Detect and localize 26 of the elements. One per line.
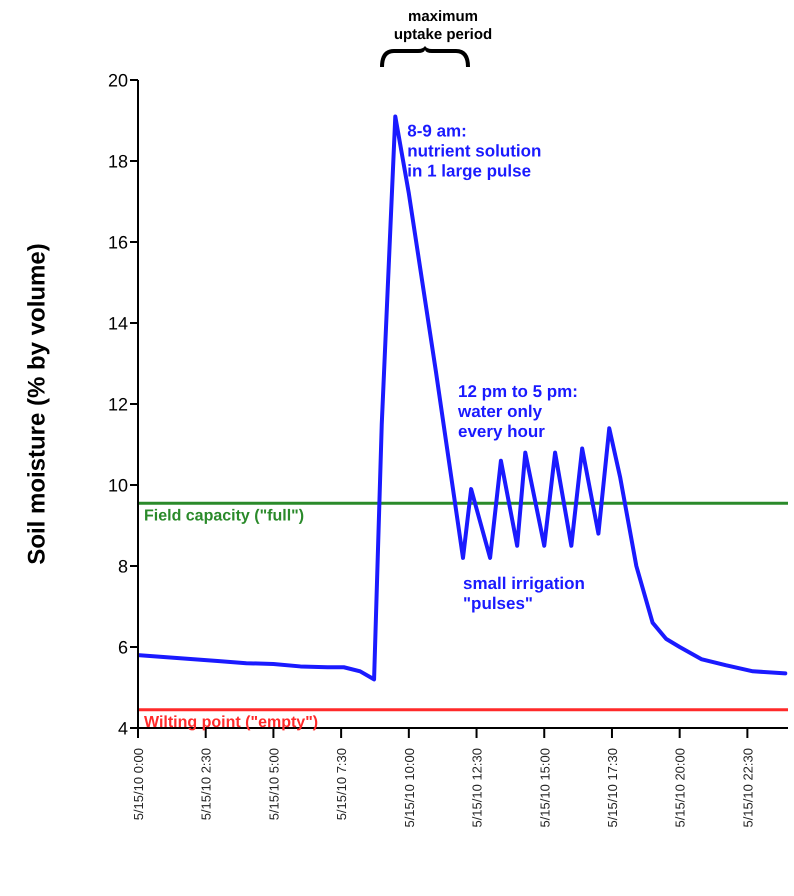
y-tick-label: 4 <box>118 718 128 738</box>
ref-line-label: Field capacity ("full") <box>144 508 304 525</box>
y-tick-label: 18 <box>108 151 128 172</box>
y-tick-label: 14 <box>108 313 128 334</box>
x-tick-label: 5/15/10 15:00 <box>537 748 552 828</box>
y-tick-label: 16 <box>108 232 128 252</box>
annotation: 8-9 am: nutrient solution in 1 large pulse <box>407 121 542 180</box>
ref-line-label: Wilting point ("empty") <box>144 714 318 732</box>
x-tick-label: 5/15/10 17:30 <box>604 748 620 828</box>
y-tick-label: 20 <box>108 70 128 90</box>
y-axis-title: Soil moisture (% by volume) <box>24 243 51 565</box>
x-tick-label: 5/15/10 0:00 <box>131 748 146 820</box>
y-tick-label: 8 <box>118 556 128 576</box>
annotation: small irrigation "pulses" <box>463 574 586 614</box>
y-tick-label: 10 <box>108 475 128 496</box>
x-tick-label: 5/15/10 20:00 <box>672 748 688 828</box>
y-tick-label: 6 <box>118 637 128 658</box>
x-tick-label: 5/15/10 2:30 <box>198 748 214 820</box>
x-tick-label: 5/15/10 10:00 <box>402 748 417 828</box>
annotation: 12 pm to 5 pm: water only every hour <box>458 382 579 442</box>
text: maximum uptake period <box>392 8 494 44</box>
y-tick-label: 12 <box>108 394 128 414</box>
x-tick-label: 5/15/10 22:30 <box>740 748 756 828</box>
x-tick-label: 5/15/10 7:30 <box>334 748 350 820</box>
x-tick-label: 5/15/10 12:30 <box>470 748 485 828</box>
x-tick-label: 5/15/10 5:00 <box>266 748 282 820</box>
